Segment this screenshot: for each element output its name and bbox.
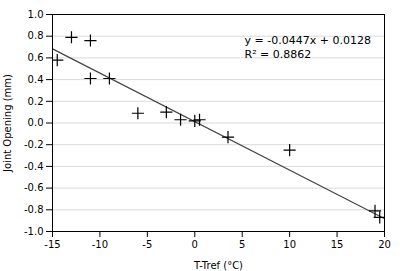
- svg-text:-0.2: -0.2: [24, 139, 44, 150]
- svg-text:-15: -15: [44, 239, 60, 250]
- svg-text:0.4: 0.4: [28, 74, 44, 85]
- svg-text:-1.0: -1.0: [24, 226, 44, 237]
- svg-text:0.2: 0.2: [28, 96, 44, 107]
- svg-text:0.0: 0.0: [28, 117, 44, 128]
- svg-text:0.8: 0.8: [28, 30, 44, 41]
- svg-text:0: 0: [192, 239, 198, 250]
- svg-text:-0.4: -0.4: [24, 161, 44, 172]
- svg-text:10: 10: [283, 239, 296, 250]
- svg-text:-10: -10: [92, 239, 108, 250]
- svg-text:-5: -5: [142, 239, 152, 250]
- svg-text:15: 15: [331, 239, 344, 250]
- svg-text:Joint Opening (mm): Joint Opening (mm): [2, 74, 13, 173]
- svg-text:-0.6: -0.6: [24, 182, 44, 193]
- svg-text:0.6: 0.6: [28, 52, 44, 63]
- svg-text:1.0: 1.0: [28, 9, 44, 20]
- svg-text:20: 20: [378, 239, 391, 250]
- svg-text:-0.8: -0.8: [24, 204, 44, 215]
- svg-text:R² = 0.8862: R² = 0.8862: [245, 48, 312, 61]
- svg-text:5: 5: [239, 239, 245, 250]
- svg-text:T-Tref (°C): T-Tref (°C): [193, 260, 243, 271]
- svg-text:y = -0.0447x + 0.0128: y = -0.0447x + 0.0128: [245, 34, 371, 47]
